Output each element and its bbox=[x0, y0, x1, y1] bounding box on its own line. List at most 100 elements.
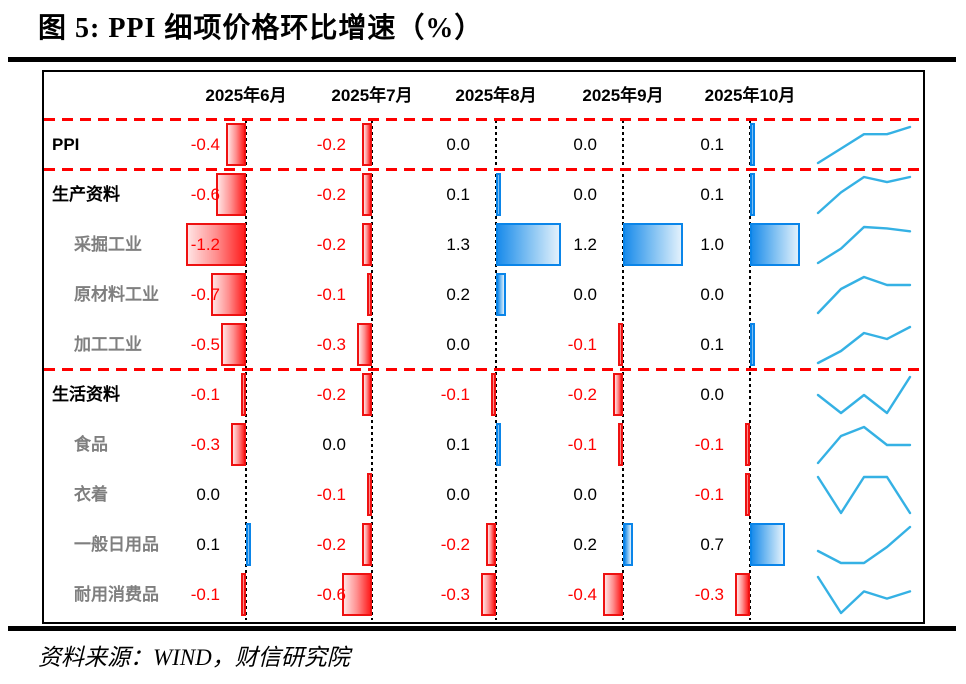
value-text: -0.1 bbox=[316, 485, 346, 504]
sparkline bbox=[816, 175, 912, 215]
sparkline-cell bbox=[750, 370, 923, 420]
value-cell: 0.1 bbox=[189, 520, 251, 570]
negative-bar bbox=[241, 373, 246, 416]
value-text: 0.7 bbox=[700, 535, 724, 554]
group-divider-line bbox=[44, 168, 923, 171]
chart-box: 2025年6月 2025年7月 2025年8月 2025年9月 2025年10月… bbox=[42, 70, 925, 624]
value-text: 1.0 bbox=[700, 235, 724, 254]
value-text: 0.1 bbox=[196, 535, 220, 554]
value-cell: 0.2 bbox=[372, 270, 506, 320]
sparkline-path bbox=[816, 225, 912, 265]
month-header: 2025年9月 bbox=[582, 86, 664, 105]
value-text: -0.1 bbox=[190, 585, 220, 604]
negative-bar bbox=[367, 473, 372, 516]
sparkline-cell bbox=[750, 420, 923, 470]
value-text: 0.0 bbox=[573, 285, 597, 304]
sparkline-path bbox=[816, 375, 912, 415]
sparkline bbox=[816, 425, 912, 465]
negative-bar bbox=[491, 373, 496, 416]
positive-bar bbox=[496, 423, 501, 466]
value-text: -0.1 bbox=[440, 385, 470, 404]
value-text: -0.1 bbox=[190, 385, 220, 404]
value-cell: -0.4 bbox=[189, 120, 246, 170]
value-text: -0.1 bbox=[694, 485, 724, 504]
group-divider-line bbox=[44, 368, 923, 371]
row-label: 一般日用品 bbox=[74, 535, 159, 554]
value-text: -0.2 bbox=[316, 185, 346, 204]
sparkline-cell bbox=[750, 170, 923, 220]
sparkline-path bbox=[816, 425, 912, 465]
value-text: -0.1 bbox=[567, 335, 597, 354]
value-cell: -0.2 bbox=[372, 520, 496, 570]
value-cell: 0.0 bbox=[623, 270, 750, 320]
value-cell: 0.0 bbox=[496, 170, 623, 220]
sparkline-path bbox=[816, 575, 912, 615]
sparkline bbox=[816, 525, 912, 565]
value-cell: -0.7 bbox=[189, 270, 246, 320]
group-divider-line bbox=[44, 118, 923, 121]
table-row: 原材料工业 -0.7 -0.1 0.2 0.0 0.0 bbox=[44, 270, 923, 320]
value-cell: -0.1 bbox=[372, 370, 496, 420]
value-cell: -0.3 bbox=[189, 420, 246, 470]
value-cell: -0.2 bbox=[496, 370, 623, 420]
positive-bar bbox=[750, 123, 755, 166]
value-cell: 0.0 bbox=[372, 120, 496, 170]
negative-bar bbox=[342, 573, 372, 616]
value-text: -0.7 bbox=[190, 285, 220, 304]
value-cell: -0.1 bbox=[189, 370, 246, 420]
positive-bar bbox=[496, 273, 506, 316]
negative-bar bbox=[241, 573, 246, 616]
negative-bar bbox=[481, 573, 496, 616]
value-text: 0.1 bbox=[446, 185, 470, 204]
value-text: 0.0 bbox=[446, 135, 470, 154]
row-label: 加工工业 bbox=[74, 335, 142, 354]
value-cell: 0.1 bbox=[623, 170, 755, 220]
value-cell: -0.3 bbox=[372, 570, 496, 620]
value-text: -0.2 bbox=[316, 385, 346, 404]
negative-bar bbox=[745, 473, 750, 516]
value-text: 0.1 bbox=[700, 335, 724, 354]
value-text: 0.0 bbox=[573, 485, 597, 504]
sparkline bbox=[816, 225, 912, 265]
sparkline-path bbox=[816, 325, 912, 365]
value-text: 0.2 bbox=[446, 285, 470, 304]
row-label: 食品 bbox=[74, 435, 108, 454]
value-text: 0.1 bbox=[446, 435, 470, 454]
negative-bar bbox=[221, 323, 246, 366]
value-cell: -0.1 bbox=[496, 320, 623, 370]
value-cell: -0.3 bbox=[623, 570, 750, 620]
value-cell: -0.1 bbox=[246, 270, 372, 320]
value-cell: 0.0 bbox=[372, 470, 496, 520]
sparkline-path bbox=[816, 125, 912, 165]
source-note: 资料来源：WIND，财信研究院 bbox=[38, 645, 350, 670]
positive-bar bbox=[750, 223, 800, 266]
negative-bar bbox=[216, 173, 246, 216]
row-label: 生活资料 bbox=[52, 385, 120, 404]
value-cell: 0.0 bbox=[246, 420, 372, 470]
positive-bar bbox=[750, 323, 755, 366]
value-cell: 1.3 bbox=[372, 220, 561, 270]
value-text: -0.2 bbox=[440, 535, 470, 554]
row-label: 采掘工业 bbox=[74, 235, 142, 254]
table-header-row: 2025年6月 2025年7月 2025年8月 2025年9月 2025年10月 bbox=[44, 72, 923, 120]
value-cell: -0.2 bbox=[246, 370, 372, 420]
value-text: 1.2 bbox=[573, 235, 597, 254]
row-label: 衣着 bbox=[74, 485, 108, 504]
positive-bar bbox=[623, 223, 683, 266]
table-row: PPI -0.4 -0.2 0.0 0.0 0.1 bbox=[44, 120, 923, 170]
row-label: 耐用消费品 bbox=[74, 585, 159, 604]
value-cell: -1.2 bbox=[186, 220, 246, 270]
table-row: 生产资料 -0.6 -0.2 0.1 0.0 0.1 bbox=[44, 170, 923, 220]
negative-bar bbox=[745, 423, 750, 466]
value-text: -0.2 bbox=[316, 235, 346, 254]
negative-bar bbox=[362, 223, 372, 266]
value-text: 0.0 bbox=[573, 135, 597, 154]
value-text: -0.5 bbox=[190, 335, 220, 354]
sparkline-cell bbox=[750, 120, 923, 170]
table-row: 加工工业 -0.5 -0.3 0.0 -0.1 0.1 bbox=[44, 320, 923, 370]
table-row: 食品 -0.3 0.0 0.1 -0.1 -0.1 bbox=[44, 420, 923, 470]
positive-bar bbox=[750, 523, 785, 566]
negative-bar bbox=[362, 123, 372, 166]
sparkline-cell bbox=[750, 220, 923, 270]
